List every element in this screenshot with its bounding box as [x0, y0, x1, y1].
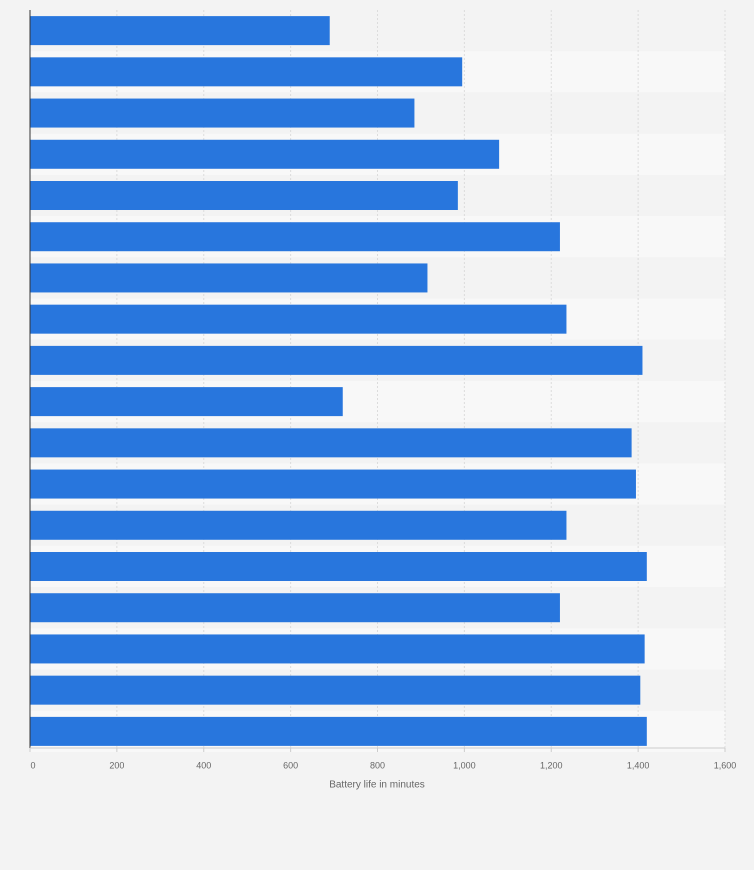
- x-tick-label: 400: [196, 760, 211, 770]
- bar: [30, 304, 567, 334]
- bar: [30, 16, 330, 46]
- bar: [30, 469, 636, 499]
- x-tick-label: 0: [30, 760, 35, 770]
- x-tick-label: 200: [109, 760, 124, 770]
- bar: [30, 98, 415, 128]
- bar: [30, 57, 463, 87]
- bar: [30, 428, 632, 458]
- bar: [30, 510, 567, 540]
- bar: [30, 675, 641, 705]
- x-axis-label: Battery life in minutes: [329, 780, 425, 791]
- bar: [30, 139, 500, 169]
- bar: [30, 387, 343, 417]
- bar: [30, 593, 560, 623]
- x-tick-label: 600: [283, 760, 298, 770]
- x-tick-label: 1,000: [453, 760, 476, 770]
- bar: [30, 222, 560, 252]
- bar: [30, 181, 458, 210]
- x-tick-label: 1,200: [540, 760, 563, 770]
- bar: [30, 263, 428, 293]
- bar: [30, 552, 647, 581]
- bar: [30, 634, 645, 664]
- x-tick-label: 1,400: [627, 760, 650, 770]
- bar: [30, 345, 643, 375]
- bar: [30, 716, 647, 746]
- x-tick-label: 800: [370, 760, 385, 770]
- x-tick-label: 1,600: [714, 760, 737, 770]
